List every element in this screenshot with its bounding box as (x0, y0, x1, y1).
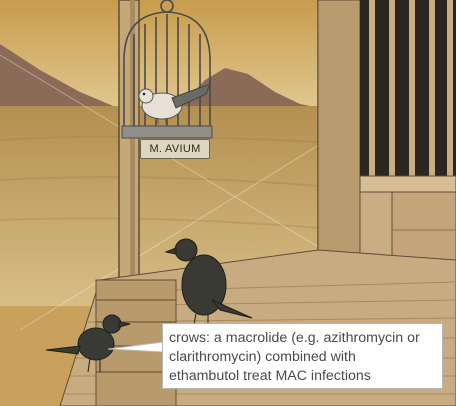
mountains-right (178, 68, 320, 108)
porch-post (118, 0, 140, 283)
cage-plate-label: M. AVIUM (140, 139, 210, 159)
caged-bird (138, 83, 211, 124)
callout-line-3: ethambutol treat MAC infections (169, 368, 371, 384)
callout-line-2: clarithromycin) combined with (169, 349, 356, 365)
callout-box: crows: a macrolide (e.g. azithromycin or… (162, 323, 443, 389)
crow-standing (164, 238, 253, 325)
callout-line-1: crows: a macrolide (e.g. azithromycin or (169, 330, 420, 346)
crow-front (45, 314, 131, 373)
birdcage (123, 0, 211, 137)
window (360, 0, 456, 180)
mountains-left (0, 44, 118, 108)
